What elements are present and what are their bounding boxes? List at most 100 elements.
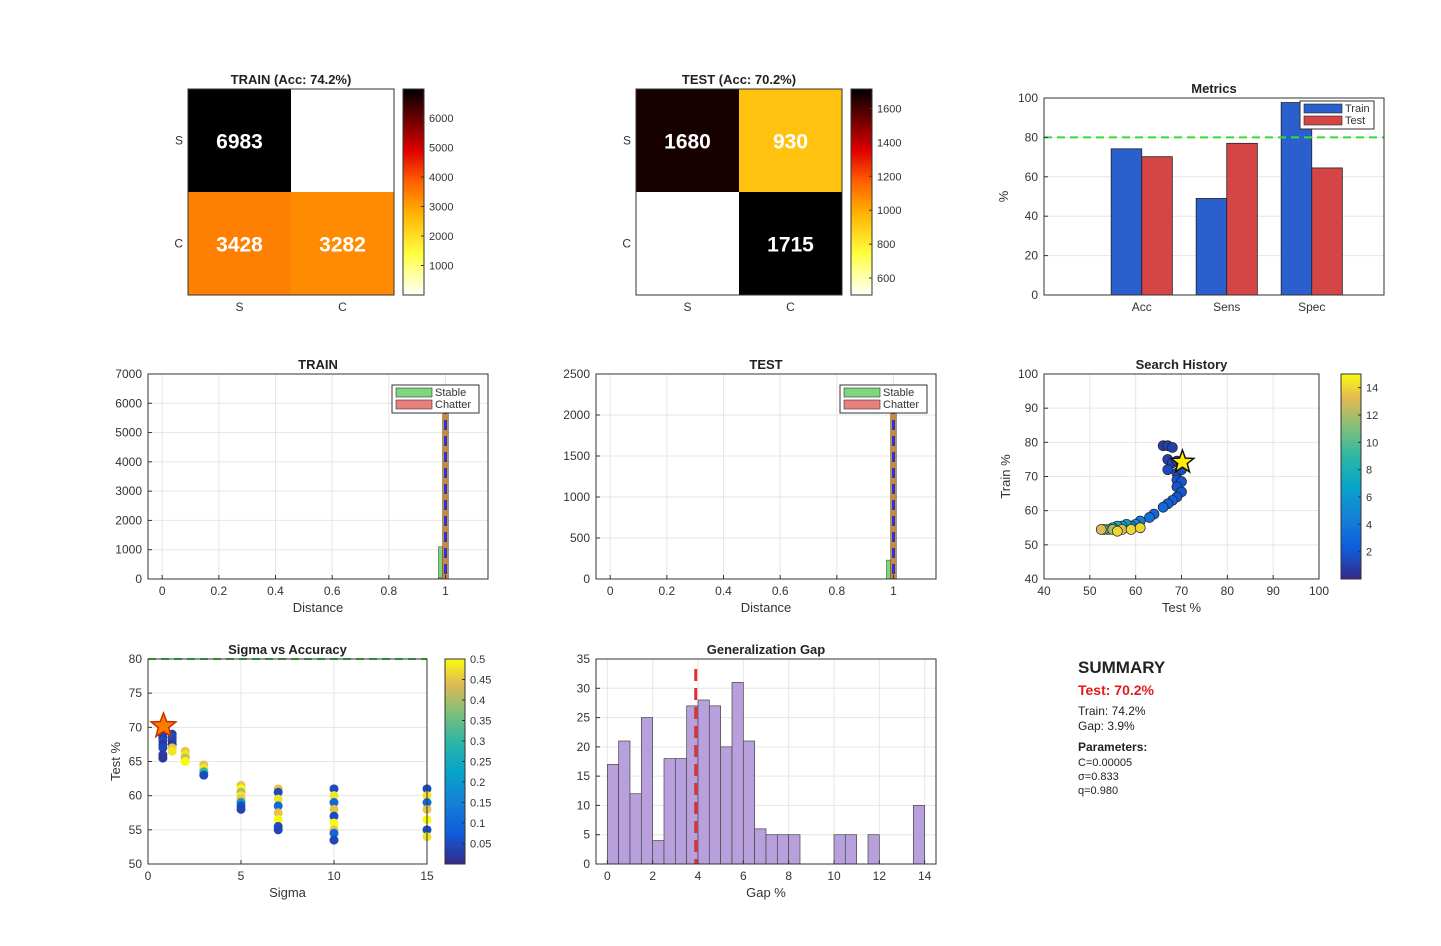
scatter-point (329, 804, 339, 814)
y-tick-label: 0 (583, 857, 590, 871)
bar-train (1110, 148, 1143, 296)
colorbar-tick-label: 0.5 (470, 654, 485, 666)
y-tick-label: 80 (129, 652, 143, 666)
colorbar-tick-label: 14 (1366, 383, 1378, 395)
scatter-point (329, 811, 339, 821)
scatter-point (158, 753, 168, 763)
scatter-point (1144, 512, 1155, 523)
colorbar-tick-label: 600 (877, 273, 895, 285)
scatter-point (236, 804, 246, 814)
best-point-star (1168, 447, 1196, 474)
x-tick-label: 8 (785, 869, 792, 883)
colorbar (1340, 373, 1362, 580)
y-tick-label: 3000 (115, 484, 142, 498)
row-label: C (622, 237, 631, 251)
x-tick-label: 14 (918, 869, 932, 883)
colorbar-tick-label: 0.15 (470, 798, 491, 810)
x-tick-label: 10 (327, 869, 341, 883)
axes-frame (187, 88, 395, 296)
sigma-vs-accuracy-scatter: 0 5 10 15 50 55 60 65 70 75 80 Sigma vs Accuracy Sig… (108, 642, 491, 900)
histogram-bar (697, 699, 710, 865)
y-tick-label: 25 (577, 711, 591, 725)
heatmap-cell (188, 89, 291, 192)
colorbar-tick-label: 1200 (877, 171, 901, 183)
colorbar (850, 88, 873, 296)
x-tick-label: 80 (1221, 584, 1235, 598)
bar-train (1195, 198, 1228, 296)
y-tick-label: 55 (129, 823, 143, 837)
histogram-bar-stable (438, 546, 443, 580)
x-tick-label: 12 (873, 869, 887, 883)
x-tick-label: 40 (1037, 584, 1051, 598)
row-label: S (175, 134, 183, 148)
y-tick-label: 35 (577, 652, 591, 666)
y-tick-label: 6000 (115, 396, 142, 410)
cell-value-label: 3428 (216, 234, 263, 257)
y-tick-label: 2000 (563, 408, 590, 422)
chart-title: Metrics (1191, 81, 1237, 96)
colorbar-tick-label: 0.05 (470, 839, 491, 851)
y-tick-label: 80 (1025, 435, 1039, 449)
scatter-point (329, 791, 339, 801)
legend-label: Stable (883, 387, 914, 399)
y-tick-label: 1500 (563, 449, 590, 463)
y-tick-label: 0 (583, 572, 590, 586)
x-tick-label: 1 (442, 584, 449, 598)
histogram-bar (640, 717, 654, 865)
x-tick-label: 0.4 (267, 584, 284, 598)
histogram-bar (731, 682, 744, 865)
heatmap-cell (739, 89, 842, 192)
y-tick-label: 60 (1025, 504, 1039, 518)
scatter-point (273, 794, 283, 804)
chart-title: Sigma vs Accuracy (228, 642, 348, 657)
column-label: S (235, 300, 243, 314)
legend-label: Test (1345, 115, 1365, 127)
scatter-point (329, 798, 339, 807)
summary-param-c: C=0.00005 (1078, 757, 1133, 769)
axes-frame (595, 373, 937, 580)
histogram-bar (708, 705, 722, 865)
y-axis-label: Test % (108, 742, 123, 781)
axes-frame (635, 88, 843, 296)
scatter-point (1166, 442, 1178, 453)
summary-param-sigma: σ=0.833 (1078, 771, 1119, 783)
colorbar-tick-label: 10 (1366, 437, 1378, 449)
y-axis-label: % (996, 190, 1011, 202)
x-tick-label: 1 (890, 584, 897, 598)
heatmap-cell (291, 192, 394, 295)
histogram-bar (833, 834, 846, 865)
x-tick-label: Spec (1298, 300, 1325, 314)
x-tick-label: 5 (238, 869, 245, 883)
x-tick-label: 4 (695, 869, 702, 883)
colorbar-tick-label: 4 (1366, 519, 1372, 531)
x-tick-label: 0 (159, 584, 166, 598)
y-tick-label: 2000 (115, 513, 142, 527)
colorbar-tick-label: 1400 (877, 137, 901, 149)
heatmap-cell (291, 89, 394, 192)
histogram-bar (844, 834, 858, 865)
y-tick-label: 0 (1031, 288, 1038, 302)
heatmap-cell (188, 192, 291, 295)
scatter-point (329, 835, 339, 845)
legend-swatch (843, 399, 881, 410)
y-tick-label: 40 (1025, 572, 1039, 586)
best-point-star (149, 710, 178, 739)
colorbar (402, 88, 425, 296)
summary-train-accuracy: Train: 74.2% (1078, 704, 1146, 718)
colorbar-tick-label: 6 (1366, 492, 1372, 504)
y-tick-label: 65 (129, 755, 143, 769)
chart-title: Generalization Gap (707, 642, 826, 657)
axes-frame (595, 658, 937, 865)
scatter-point (199, 770, 209, 780)
scatter-point (1162, 464, 1174, 476)
cell-value-label: 1680 (664, 131, 711, 154)
scatter-point (273, 825, 283, 835)
colorbar-tick-label: 0.3 (470, 736, 485, 748)
x-tick-label: 0 (604, 869, 611, 883)
scatter-point (180, 757, 190, 766)
y-tick-label: 4000 (115, 455, 142, 469)
x-tick-label: 0 (607, 584, 614, 598)
x-axis-label: Distance (293, 600, 344, 615)
scatter-point (273, 787, 283, 797)
